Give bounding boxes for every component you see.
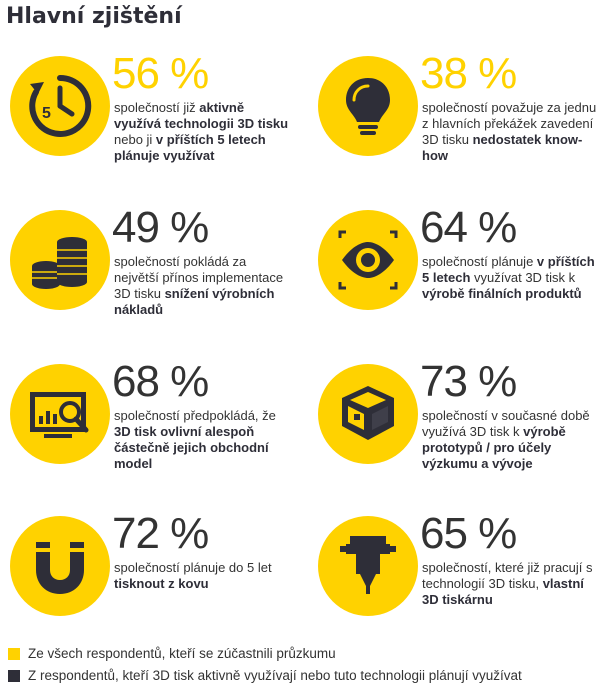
stat-text: nebo ji — [114, 132, 156, 147]
icon-circle: 5 — [10, 56, 110, 156]
stat-text: společností, které již pracují s technol… — [422, 560, 593, 591]
stat-text-bold: v příštích 5 letech plánuje využívat — [114, 132, 266, 163]
icon-circle — [10, 364, 110, 464]
printer-nozzle-icon — [340, 536, 396, 594]
legend-swatch-dark — [8, 669, 20, 682]
legend-swatch-yellow — [8, 647, 20, 660]
coins-icon — [32, 237, 87, 289]
stat-text: společností již — [114, 100, 200, 115]
stat-text-bold: výrobě finálních produktů — [422, 286, 582, 301]
stat-percent: 73 % — [420, 357, 517, 406]
legend-label: Z respondentů, kteří 3D tisk aktivně vyu… — [28, 668, 522, 683]
stat-description: společností již aktivně využívá technolo… — [114, 100, 294, 164]
stat-text: společností považuje za jednu z hlavních… — [422, 100, 597, 147]
stat-text-bold: tisknout z kovu — [114, 576, 209, 591]
stat-text: společností v současné době využívá 3D t… — [422, 408, 590, 439]
eye-icon — [338, 230, 398, 290]
svg-text:5: 5 — [42, 105, 51, 122]
stat-card: 49 % společností pokládá za největší pří… — [10, 204, 300, 350]
stat-text-bold: 3D tisk ovlivní alespoň částečně jejich … — [114, 424, 269, 471]
icon-circle — [318, 516, 418, 616]
stat-description: společností plánuje v příštích 5 letech … — [422, 254, 600, 302]
icon-circle — [318, 210, 418, 310]
icon-circle — [10, 210, 110, 310]
page-title: Hlavní zjištění — [6, 4, 182, 29]
icon-circle — [318, 56, 418, 156]
stat-percent: 38 % — [420, 49, 517, 98]
stat-description: společností, které již pracují s technol… — [422, 560, 600, 608]
stat-percent: 64 % — [420, 203, 517, 252]
stat-text-bold: nedostatek know-how — [422, 132, 583, 163]
monitor-chart-icon — [30, 392, 89, 438]
stat-text: společností plánuje do 5 let — [114, 560, 272, 575]
stat-description: společností pokládá za největší přínos i… — [114, 254, 294, 318]
stat-card: 38 % společností považuje za jednu z hla… — [318, 50, 600, 196]
lightbulb-icon — [346, 78, 390, 135]
stat-text: společností plánuje — [422, 254, 537, 269]
stat-text-bold: snížení výrobních nákladů — [114, 286, 275, 317]
legend-label: Ze všech respondentů, kteří se zúčastnil… — [28, 646, 336, 661]
stat-percent: 72 % — [112, 509, 209, 558]
stat-card: 72 % společností plánuje do 5 let tiskno… — [10, 510, 300, 656]
stat-text-bold: výrobě prototypů / pro účely výzkumu a v… — [422, 424, 566, 471]
stat-text-bold: aktivně využívá technologii 3D tisku — [114, 100, 289, 131]
stat-description: společností předpokládá, že 3D tisk ovli… — [114, 408, 294, 472]
stat-description: společností v současné době využívá 3D t… — [422, 408, 600, 472]
stat-percent: 68 % — [112, 357, 209, 406]
stat-text: společností předpokládá, že — [114, 408, 276, 423]
stat-text: využívat 3D tisk k — [470, 270, 576, 285]
stat-text: společností pokládá za největší přínos i… — [114, 254, 284, 301]
stat-card: 68 % společností předpokládá, že 3D tisk… — [10, 358, 300, 504]
stat-description: společností považuje za jednu z hlavních… — [422, 100, 600, 164]
magnet-icon — [36, 542, 84, 594]
3d-box-icon — [342, 386, 394, 440]
stat-card: 5 56 % společností již aktivně využívá t… — [10, 50, 300, 196]
icon-circle — [318, 364, 418, 464]
stat-percent: 65 % — [420, 509, 517, 558]
stat-card: 73 % společností v současné době využívá… — [318, 358, 600, 504]
stat-card: 65 % společností, které již pracují s te… — [318, 510, 600, 656]
stat-percent: 56 % — [112, 49, 209, 98]
stat-text-bold: vlastní 3D tiskárnu — [422, 576, 584, 607]
icon-circle — [10, 516, 110, 616]
legend-item: Ze všech respondentů, kteří se zúčastnil… — [8, 646, 336, 661]
stat-description: společností plánuje do 5 let tisknout z … — [114, 560, 294, 592]
stat-percent: 49 % — [112, 203, 209, 252]
legend-item: Z respondentů, kteří 3D tisk aktivně vyu… — [8, 668, 522, 683]
stat-text-bold: v příštích 5 letech — [422, 254, 595, 285]
clock-icon: 5 — [29, 74, 92, 137]
stat-card: 64 % společností plánuje v příštích 5 le… — [318, 204, 600, 350]
